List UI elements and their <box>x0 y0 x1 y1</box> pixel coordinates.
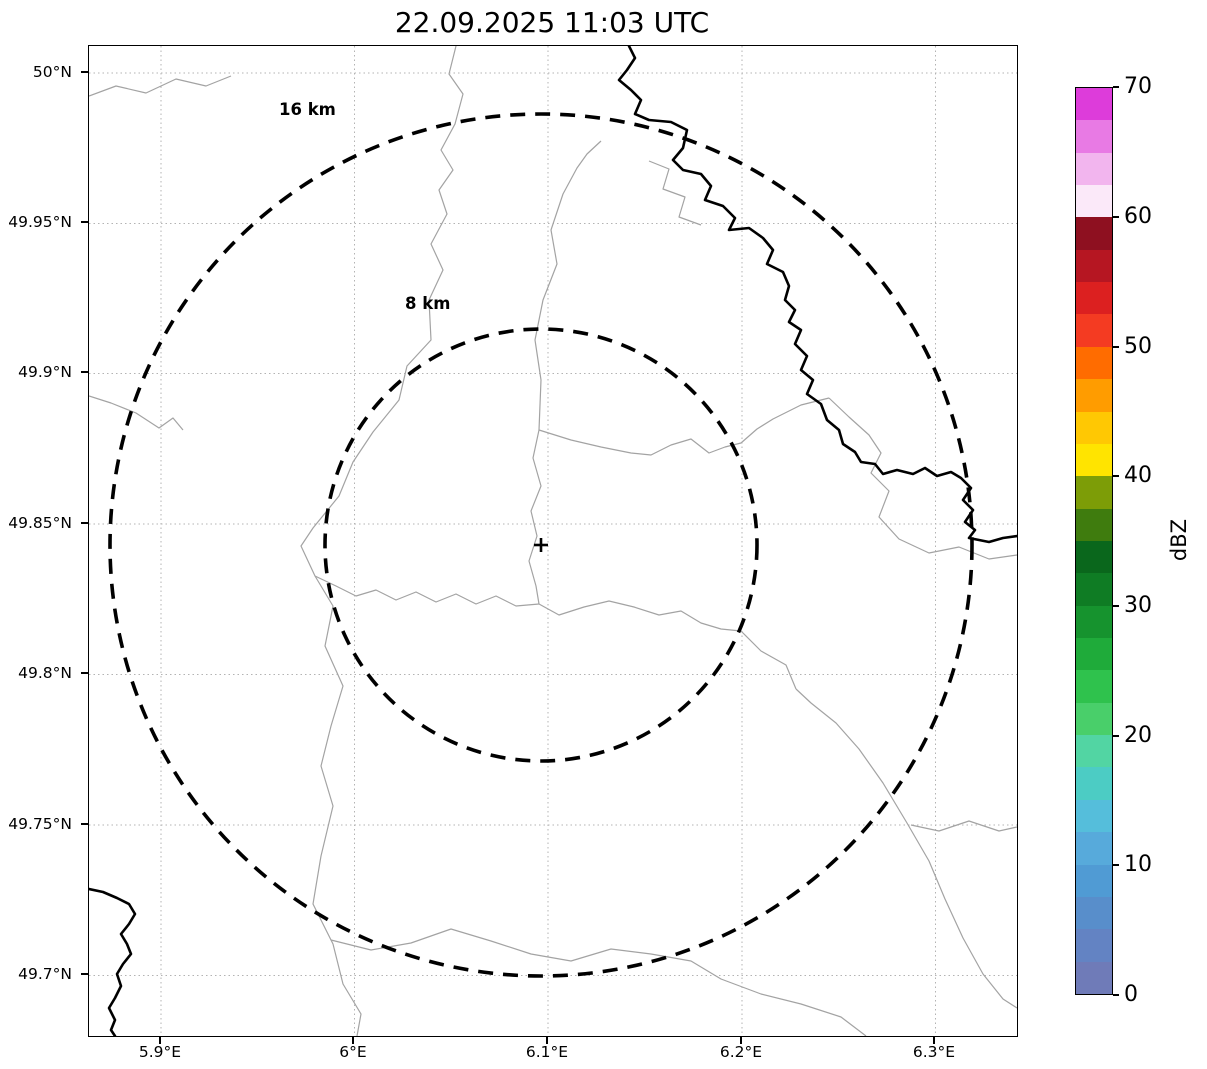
range-ring-label-8km: 8 km <box>405 294 451 313</box>
plot-title: 22.09.2025 11:03 UTC <box>394 6 710 39</box>
x-tick-mark <box>933 1037 935 1044</box>
colorbar-segment <box>1076 476 1112 509</box>
y-tick-label: 49.95°N <box>8 213 72 231</box>
x-tick-mark <box>352 1037 354 1044</box>
colorbar-segment <box>1076 540 1112 574</box>
boundary-path <box>538 397 830 456</box>
y-tick-mark <box>81 672 88 674</box>
colorbar-tick-label: 30 <box>1124 593 1152 618</box>
y-tick-label: 49.9°N <box>18 363 72 381</box>
boundary-path <box>300 46 464 1036</box>
x-tick-mark <box>740 1037 742 1044</box>
river-path <box>89 887 137 1036</box>
range-ring-8km <box>323 327 759 763</box>
y-tick-mark <box>81 71 88 73</box>
river-path <box>617 46 1017 544</box>
colorbar-segment <box>1076 767 1112 800</box>
colorbar-tick-mark <box>1113 864 1119 866</box>
colorbar-segment <box>1076 282 1112 315</box>
river-line <box>89 46 1017 1036</box>
range-rings <box>108 112 974 978</box>
colorbar-segment <box>1076 185 1112 218</box>
colorbar-segment <box>1076 702 1112 736</box>
x-tick-label: 6.2°E <box>719 1043 763 1061</box>
map-plot: 16 km 8 km <box>88 45 1018 1037</box>
colorbar-segment <box>1076 87 1112 121</box>
colorbar-tick-mark <box>1113 475 1119 477</box>
colorbar-segment <box>1076 152 1112 186</box>
boundary-path <box>648 160 702 226</box>
y-tick-label: 49.85°N <box>8 514 72 532</box>
colorbar-tick-mark <box>1113 346 1119 348</box>
y-tick-mark <box>81 371 88 373</box>
colorbar-tick-label: 20 <box>1124 723 1152 748</box>
colorbar-segment <box>1076 573 1112 606</box>
colorbar-segment <box>1076 799 1112 833</box>
colorbar-segment <box>1076 249 1112 283</box>
colorbar-tick-label: 50 <box>1124 334 1152 359</box>
colorbar-tick-mark <box>1113 86 1119 88</box>
colorbar-segment <box>1076 832 1112 865</box>
x-tick-label: 5.9°E <box>138 1043 182 1061</box>
colorbar-segment <box>1076 638 1112 671</box>
colorbar-segment <box>1076 735 1112 768</box>
boundary-path <box>330 928 867 1036</box>
range-ring-label-16km: 16 km <box>279 100 336 119</box>
boundary-path <box>89 75 232 97</box>
y-tick-label: 49.75°N <box>8 815 72 833</box>
x-tick-label: 6°E <box>339 1043 367 1061</box>
y-tick-label: 49.8°N <box>18 664 72 682</box>
colorbar-segment <box>1076 864 1112 897</box>
y-tick-mark <box>81 221 88 223</box>
x-tick-label: 6.3°E <box>912 1043 956 1061</box>
admin-boundaries <box>89 46 1017 1036</box>
colorbar-tick-mark <box>1113 994 1119 996</box>
colorbar <box>1075 87 1113 995</box>
colorbar-tick-mark <box>1113 216 1119 218</box>
colorbar-segment <box>1076 120 1112 153</box>
boundary-path <box>795 688 1017 1009</box>
colorbar-segment <box>1076 379 1112 412</box>
y-tick-label: 50°N <box>32 63 72 81</box>
grid-lines <box>89 46 1017 1036</box>
colorbar-segment <box>1076 605 1112 639</box>
y-tick-mark <box>81 973 88 975</box>
colorbar-segment <box>1076 508 1112 541</box>
map-canvas <box>89 46 1017 1036</box>
colorbar-segment <box>1076 929 1112 962</box>
colorbar-tick-label: 60 <box>1124 204 1152 229</box>
colorbar-segment <box>1076 217 1112 250</box>
colorbar-tick-label: 70 <box>1124 74 1152 99</box>
y-tick-mark <box>81 522 88 524</box>
colorbar-tick-label: 10 <box>1124 852 1152 877</box>
colorbar-segment <box>1076 961 1112 994</box>
boundary-path <box>534 140 602 431</box>
colorbar-tick-mark <box>1113 605 1119 607</box>
colorbar-tick-mark <box>1113 735 1119 737</box>
colorbar-segment <box>1076 314 1112 347</box>
colorbar-segment <box>1076 443 1112 477</box>
y-tick-label: 49.7°N <box>18 965 72 983</box>
colorbar-tick-label: 40 <box>1124 463 1152 488</box>
boundary-path <box>910 820 1017 832</box>
boundary-path <box>538 600 797 690</box>
boundary-path <box>528 429 542 605</box>
boundary-path <box>89 395 184 431</box>
colorbar-axis-label: dBZ <box>1167 518 1192 562</box>
y-tick-mark <box>81 823 88 825</box>
x-tick-label: 6.1°E <box>525 1043 569 1061</box>
colorbar-segment <box>1076 896 1112 930</box>
radar-site-marker <box>534 538 548 552</box>
boundary-path <box>314 575 540 607</box>
colorbar-segment <box>1076 670 1112 703</box>
colorbar-segment <box>1076 346 1112 380</box>
colorbar-segment <box>1076 411 1112 444</box>
colorbar-gradient <box>1076 87 1112 994</box>
colorbar-tick-label: 0 <box>1124 982 1138 1007</box>
boundary-path <box>828 397 1017 560</box>
x-tick-mark <box>159 1037 161 1044</box>
range-ring-16km <box>108 112 974 978</box>
x-tick-mark <box>546 1037 548 1044</box>
